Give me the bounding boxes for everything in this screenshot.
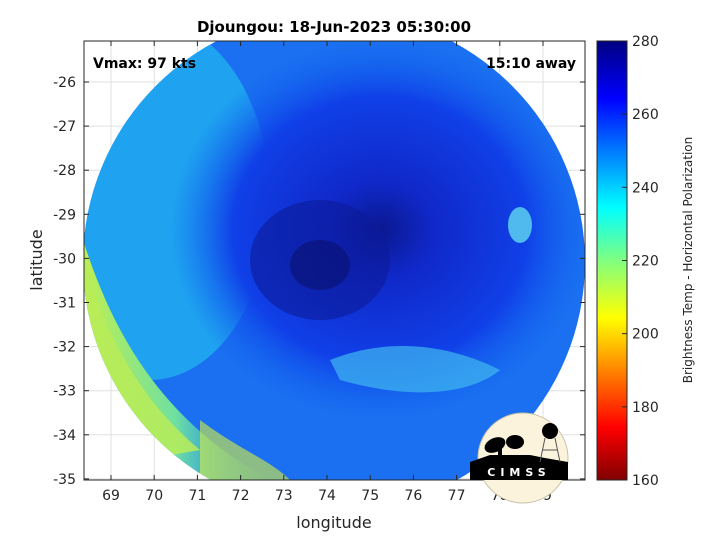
- y-tick-label: -35: [53, 472, 76, 488]
- x-tick-label: 73: [275, 488, 293, 504]
- y-tick-label: -26: [53, 75, 76, 91]
- colorbar-tick-label: 220: [632, 254, 659, 270]
- x-tick-label: 75: [361, 488, 379, 504]
- y-tick-label: -32: [53, 340, 76, 356]
- axes-box: [83, 40, 586, 481]
- colorbar-tick-label: 280: [632, 34, 659, 50]
- colorbar-tick-label: 200: [632, 327, 659, 343]
- x-tick-label: 71: [188, 488, 206, 504]
- y-axis: -26 -27 -28 -29 -30 -31 -32 -33 -34 -35: [53, 75, 585, 488]
- cimss-logo: CIMSS: [470, 412, 569, 504]
- y-tick-label: -27: [53, 119, 76, 135]
- x-tick-label: 74: [318, 488, 336, 504]
- x-axis: 6970717273747576777879: [102, 41, 552, 504]
- y-tick-label: -34: [53, 428, 76, 444]
- y-tick-label: -28: [53, 163, 76, 179]
- x-tick-label: 69: [102, 488, 120, 504]
- y-tick-label: -31: [53, 296, 76, 312]
- cimss-logo-text: CIMSS: [487, 466, 550, 479]
- colorbar-tick-label: 240: [632, 180, 659, 196]
- colorbar-label: Brightness Temp - Horizontal Polarizatio…: [681, 137, 695, 384]
- y-tick-label: -30: [53, 251, 76, 267]
- x-axis-label: longitude: [296, 513, 371, 532]
- x-tick-label: 72: [232, 488, 250, 504]
- time-away-annotation: 15:10 away: [486, 56, 576, 72]
- x-tick-label: 77: [448, 488, 466, 504]
- y-axis-label: latitude: [27, 229, 46, 290]
- vmax-annotation: Vmax: 97 kts: [93, 56, 196, 72]
- y-tick-label: -29: [53, 207, 76, 223]
- colorbar-tick-label: 160: [632, 473, 659, 489]
- x-tick-label: 70: [145, 488, 163, 504]
- y-tick-label: -33: [53, 384, 76, 400]
- colorbar-tick-label: 260: [632, 107, 659, 123]
- colorbar-tick-label: 180: [632, 400, 659, 416]
- x-tick-label: 76: [404, 488, 422, 504]
- plot-title: Djoungou: 18-Jun-2023 05:30:00: [197, 18, 471, 36]
- colorbar-ticks: 280 260 240 220 200 180 160: [622, 34, 659, 489]
